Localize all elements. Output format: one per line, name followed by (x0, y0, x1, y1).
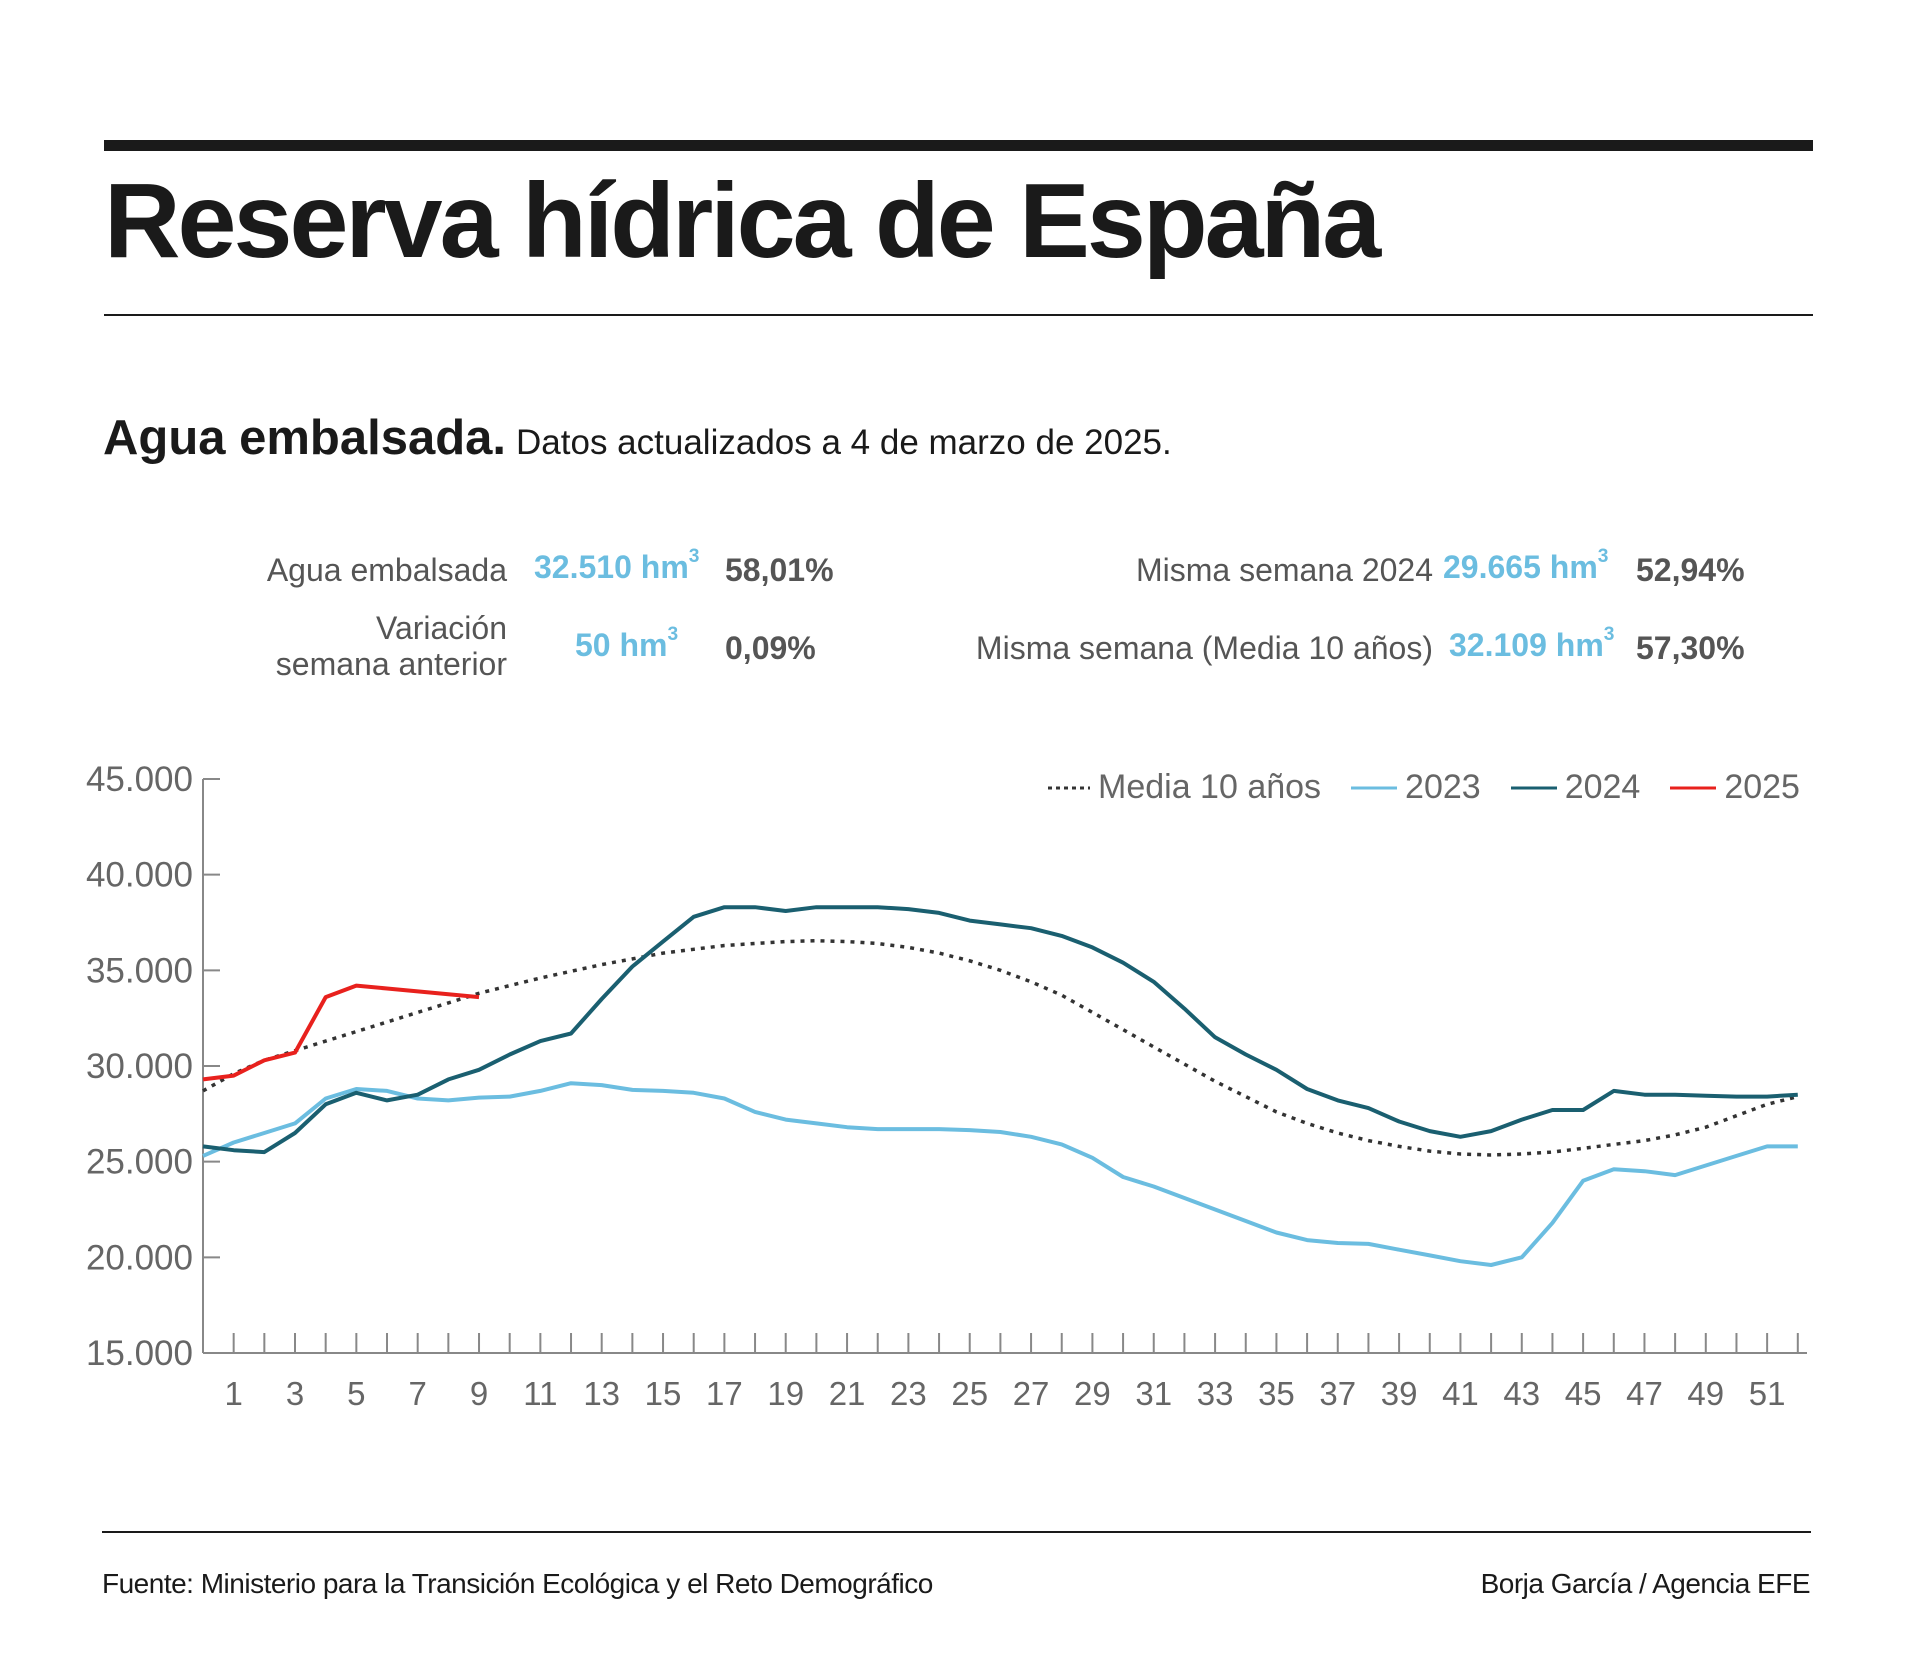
y-tick-label: 35.000 (86, 951, 193, 990)
y-tick-label: 45.000 (86, 760, 193, 799)
series-line-2025 (202, 983, 480, 1082)
x-tick-label: 17 (706, 1375, 743, 1412)
x-tick-label: 39 (1381, 1375, 1418, 1412)
legend-item-2024: 2024 (1510, 768, 1641, 807)
legend-item-2023: 2023 (1351, 768, 1481, 807)
stat-agua-pct: 58,01% (725, 552, 834, 588)
series-line-2024 (202, 905, 1798, 1155)
x-tick-label: 21 (829, 1375, 866, 1412)
y-tick-label: 20.000 (86, 1238, 193, 1277)
stat-semana2024-value: 29.665 hm3 (1443, 547, 1608, 585)
subtitle: Agua embalsada. Datos actualizados a 4 de… (103, 410, 1172, 466)
unit-exponent: 3 (1597, 546, 1609, 567)
stat-media-label: Misma semana (Media 10 años) (975, 630, 1433, 666)
x-tick-label: 29 (1074, 1375, 1111, 1412)
stat-semana2024-value-text: 29.665 hm (1443, 549, 1598, 585)
chart-legend: Media 10 años 2023 2024 2025 (1048, 768, 1830, 807)
legend-line-icon (1510, 786, 1557, 789)
x-tick-label: 25 (951, 1375, 988, 1412)
legend-line-icon (1351, 786, 1398, 789)
unit-exponent: 3 (667, 624, 679, 645)
x-tick-label: 13 (583, 1375, 620, 1412)
stat-variacion-label-2: semana anterior (275, 646, 507, 682)
x-tick-label: 15 (645, 1375, 682, 1412)
unit-exponent: 3 (1603, 624, 1615, 645)
legend-label: 2024 (1564, 768, 1641, 806)
x-tick-label: 3 (286, 1375, 304, 1412)
x-tick-label: 23 (890, 1375, 927, 1412)
x-tick-label: 35 (1258, 1375, 1295, 1412)
x-tick-label: 45 (1565, 1375, 1602, 1412)
x-tick-label: 47 (1626, 1375, 1663, 1412)
stat-variacion-value-text: 50 hm (575, 627, 668, 663)
stat-media-pct: 57,30% (1636, 630, 1745, 666)
legend-item-2025: 2025 (1670, 768, 1800, 807)
legend-label: 2023 (1405, 768, 1481, 806)
footer-rule (102, 1531, 1811, 1533)
legend-item-media: Media 10 años (1048, 768, 1321, 807)
legend-line-icon (1670, 786, 1717, 789)
stat-semana2024-label: Misma semana 2024 (1135, 552, 1433, 588)
stat-semana2024-pct: 52,94% (1636, 552, 1745, 588)
stat-agua-label: Agua embalsada (266, 552, 507, 588)
page-title: Reserva hídrica de España (104, 162, 1381, 280)
unit-exponent: 3 (688, 546, 700, 567)
legend-dotted-line-icon (1048, 786, 1090, 789)
x-tick-label: 5 (347, 1375, 365, 1412)
source-note: Fuente: Ministerio para la Transición Ec… (102, 1568, 933, 1599)
x-tick-label: 43 (1503, 1375, 1540, 1412)
y-tick-label: 30.000 (86, 1047, 193, 1086)
x-tick-label: 19 (767, 1375, 804, 1412)
series-line-2023 (202, 1081, 1798, 1267)
credit: Borja García / Agencia EFE (1480, 1568, 1811, 1599)
x-tick-label: 51 (1749, 1375, 1786, 1412)
y-tick-label: 15.000 (86, 1334, 193, 1373)
x-tick-label: 31 (1135, 1375, 1172, 1412)
subtitle-bold: Agua embalsada. (103, 411, 507, 465)
y-tick-label: 40.000 (86, 856, 193, 895)
series-line-media-10-años (202, 938, 1799, 1157)
stat-agua-value: 32.510 hm3 (534, 547, 699, 585)
subtitle-text: Datos actualizados a 4 de marzo de 2025. (516, 423, 1172, 462)
stat-variacion-pct: 0,09% (725, 630, 816, 666)
x-tick-label: 11 (523, 1375, 557, 1412)
x-tick-label: 49 (1687, 1375, 1724, 1412)
stat-media-value-text: 32.109 hm (1449, 627, 1604, 663)
x-tick-label: 41 (1442, 1375, 1479, 1412)
x-tick-label: 1 (224, 1375, 242, 1412)
stat-media-value: 32.109 hm3 (1449, 625, 1614, 663)
stat-agua-value-text: 32.510 hm (534, 549, 689, 585)
x-tick-label: 37 (1319, 1375, 1356, 1412)
x-tick-label: 27 (1013, 1375, 1050, 1412)
legend-label: Media 10 años (1098, 768, 1322, 806)
stat-variacion-value: 50 hm3 (575, 625, 678, 663)
x-tick-label: 9 (470, 1375, 488, 1412)
x-tick-label: 7 (409, 1375, 427, 1412)
x-tick-label: 33 (1197, 1375, 1234, 1412)
legend-label: 2025 (1724, 768, 1800, 806)
top-rule (104, 140, 1813, 151)
title-rule (104, 314, 1813, 316)
y-tick-label: 25.000 (86, 1143, 193, 1182)
stat-variacion-label-1: Variación (375, 610, 507, 646)
